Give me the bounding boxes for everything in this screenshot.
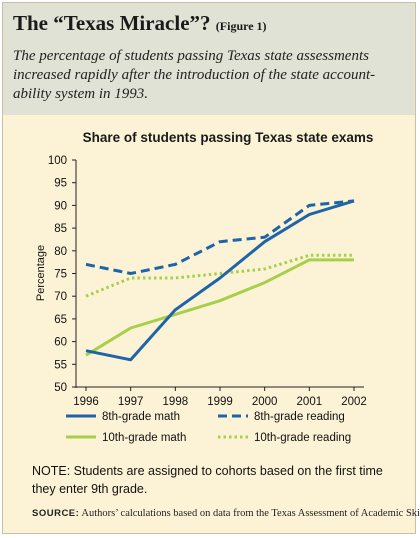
x-tick-label: 1997 <box>118 396 144 408</box>
axes: 50 55 60 65 70 75 80 85 90 95 100 1996 1997 1998 1999 2… <box>48 155 367 408</box>
legend-label: 8th-grade math <box>102 411 180 423</box>
legend-label: 10th-grade reading <box>254 432 351 444</box>
x-tick-label: 1998 <box>163 396 189 408</box>
title-text: The “Texas Miracle”? <box>13 11 211 35</box>
series-line-10th-grade-reading <box>85 253 354 298</box>
series-lines <box>85 199 355 362</box>
source-label: SOURCE: <box>32 508 80 519</box>
chart-title: Share of students passing Texas state ex… <box>83 130 374 145</box>
source-text: Authors’ calculations based on data from… <box>81 508 420 519</box>
figure-subtitle: The percentage of students passing Texas… <box>13 48 376 102</box>
chart-source: SOURCE: Authors’ calculations based on d… <box>32 508 420 519</box>
y-tick-label: 70 <box>54 291 67 303</box>
x-tick-label: 1996 <box>73 396 99 408</box>
series-line-10th-grade-math <box>85 258 354 357</box>
x-tick-label: 2002 <box>341 396 367 408</box>
figure-label: (Figure 1) <box>215 19 267 33</box>
y-axis-label: Percentage <box>35 245 47 301</box>
legend-label: 8th-grade reading <box>254 411 345 423</box>
x-tick-label: 2001 <box>297 396 323 408</box>
chart-panel <box>3 115 415 533</box>
series-line-8th-grade-reading <box>85 199 355 275</box>
legend-label: 10th-grade math <box>102 432 186 444</box>
y-tick-label: 50 <box>54 382 67 394</box>
y-tick-label: 60 <box>54 337 67 349</box>
y-tick-label: 65 <box>54 314 67 326</box>
series-line-8th-grade-math <box>85 199 355 362</box>
x-tick-label: 2000 <box>252 396 278 408</box>
y-tick-label: 95 <box>54 178 67 190</box>
y-tick-label: 55 <box>54 359 67 371</box>
x-tick-label: 1999 <box>207 396 233 408</box>
figure-frame: The “Texas Miracle”? (Figure 1) The perc… <box>2 2 416 534</box>
figure-title: The “Texas Miracle”? (Figure 1) <box>13 11 267 36</box>
y-tick-label: 85 <box>54 223 67 235</box>
y-tick-label: 100 <box>48 155 67 167</box>
figure-header: The “Texas Miracle”? (Figure 1) The perc… <box>3 3 415 115</box>
y-tick-label: 75 <box>54 269 67 281</box>
chart-note: NOTE: Students are assigned to cohorts b… <box>32 464 383 496</box>
legend: 8th-grade math 8th-grade reading 10th-grad… <box>66 411 351 444</box>
y-tick-label: 90 <box>54 200 67 212</box>
y-tick-label: 80 <box>54 246 67 258</box>
